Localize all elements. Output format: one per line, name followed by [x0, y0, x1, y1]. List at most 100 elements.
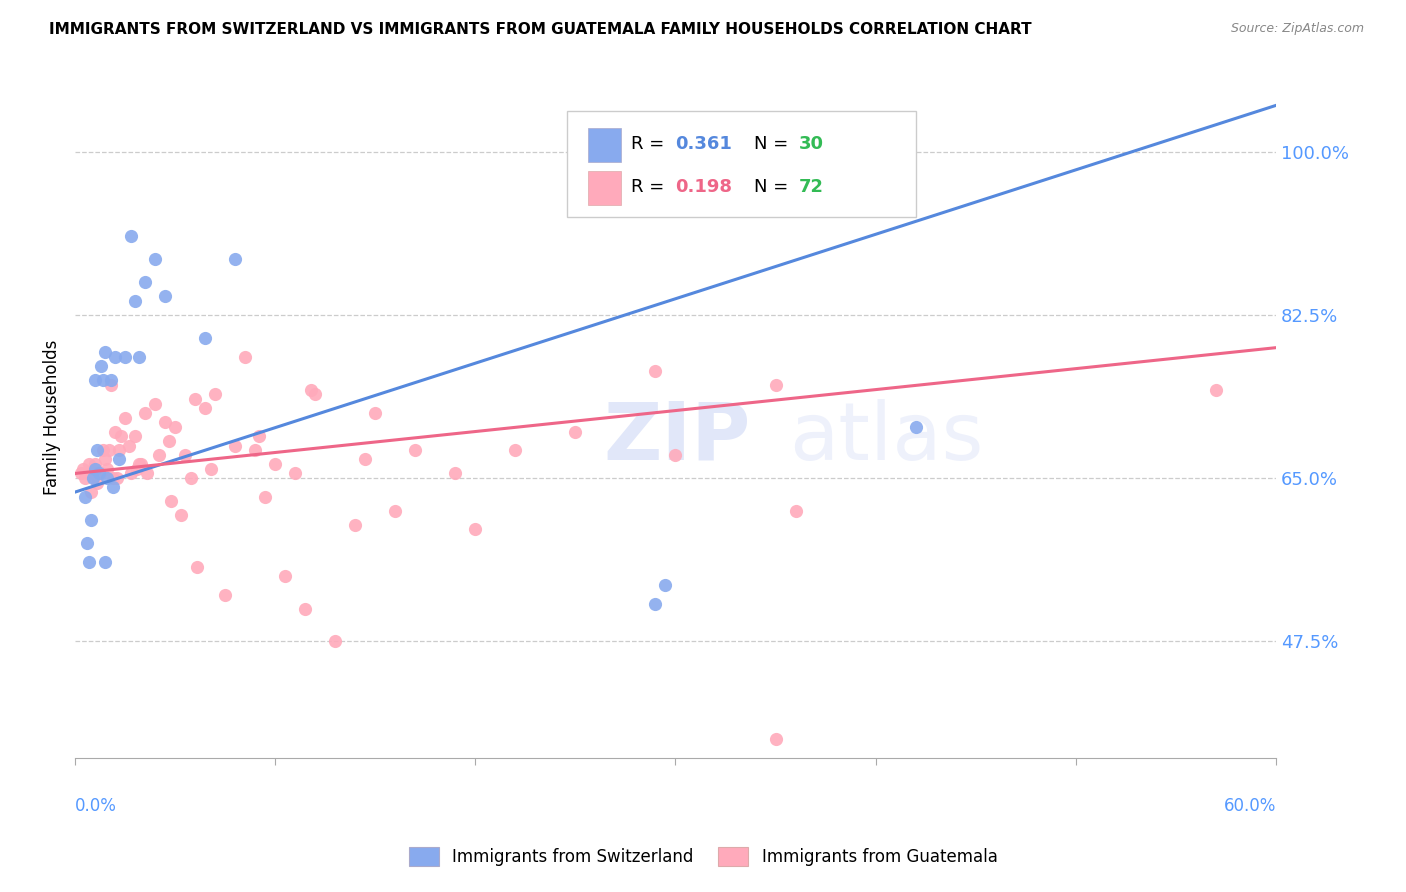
Point: [84, 457, 107, 471]
Point: [148, 448, 170, 462]
Point: [82, 467, 104, 481]
Point: [76, 467, 98, 481]
Point: [87, 467, 110, 481]
Point: [785, 504, 807, 518]
FancyBboxPatch shape: [568, 112, 915, 217]
Point: [101, 480, 124, 494]
Point: [94, 345, 117, 359]
Point: [128, 457, 150, 471]
Point: [84, 462, 107, 476]
Point: [70, 467, 93, 481]
Point: [96, 462, 118, 476]
Text: R =: R =: [631, 178, 671, 196]
Point: [323, 634, 346, 648]
Point: [384, 504, 406, 518]
Point: [124, 294, 146, 309]
Point: [174, 448, 197, 462]
Point: [94, 452, 117, 467]
Point: [243, 443, 266, 458]
Point: [765, 378, 787, 392]
Point: [299, 383, 322, 397]
Point: [224, 252, 246, 267]
Point: [564, 425, 586, 439]
Point: [264, 457, 287, 471]
Text: 0.361: 0.361: [675, 136, 733, 153]
FancyBboxPatch shape: [588, 128, 621, 162]
Point: [96, 471, 118, 485]
Point: [644, 597, 666, 611]
Point: [110, 429, 132, 443]
Point: [664, 448, 686, 462]
Point: [104, 350, 127, 364]
Point: [90, 359, 112, 374]
Point: [404, 443, 426, 458]
Point: [114, 410, 136, 425]
Point: [344, 517, 367, 532]
Point: [108, 452, 131, 467]
Text: 0.198: 0.198: [675, 178, 733, 196]
Point: [91, 443, 114, 458]
Text: R =: R =: [631, 136, 671, 153]
Point: [654, 578, 676, 592]
Point: [184, 392, 207, 406]
Point: [73, 471, 96, 485]
Text: ZIP: ZIP: [603, 399, 751, 477]
Point: [233, 350, 256, 364]
Text: N =: N =: [754, 178, 793, 196]
Point: [104, 425, 127, 439]
Point: [170, 508, 193, 523]
Point: [128, 350, 150, 364]
Point: [76, 536, 98, 550]
Point: [284, 467, 307, 481]
Point: [91, 373, 114, 387]
Point: [160, 494, 183, 508]
Point: [86, 443, 108, 458]
Point: [1205, 383, 1227, 397]
Point: [100, 378, 122, 392]
Point: [364, 406, 387, 420]
Point: [204, 387, 226, 401]
Point: [105, 471, 128, 485]
Point: [120, 467, 142, 481]
Point: [124, 429, 146, 443]
Text: 72: 72: [799, 178, 824, 196]
Text: 60.0%: 60.0%: [1223, 797, 1277, 814]
Point: [464, 522, 486, 536]
Point: [254, 490, 277, 504]
Point: [354, 452, 377, 467]
Y-axis label: Family Households: Family Households: [44, 340, 60, 495]
Point: [136, 467, 159, 481]
Point: [87, 467, 110, 481]
Text: IMMIGRANTS FROM SWITZERLAND VS IMMIGRANTS FROM GUATEMALA FAMILY HOUSEHOLDS CORRE: IMMIGRANTS FROM SWITZERLAND VS IMMIGRANT…: [49, 22, 1032, 37]
Point: [505, 443, 527, 458]
Point: [100, 373, 122, 387]
Point: [98, 443, 121, 458]
Point: [80, 485, 103, 500]
Text: Source: ZipAtlas.com: Source: ZipAtlas.com: [1230, 22, 1364, 36]
Point: [165, 420, 187, 434]
Point: [904, 420, 927, 434]
Point: [304, 387, 326, 401]
Point: [134, 276, 156, 290]
Text: 30: 30: [799, 136, 824, 153]
Point: [82, 471, 104, 485]
Point: [143, 252, 166, 267]
Point: [84, 373, 107, 387]
Point: [180, 471, 202, 485]
Point: [224, 438, 246, 452]
Point: [118, 438, 141, 452]
Text: 0.0%: 0.0%: [75, 797, 117, 814]
FancyBboxPatch shape: [588, 171, 621, 205]
Point: [101, 471, 124, 485]
Point: [143, 396, 166, 410]
Point: [114, 350, 136, 364]
Legend: Immigrants from Switzerland, Immigrants from Guatemala: Immigrants from Switzerland, Immigrants …: [401, 838, 1005, 875]
Point: [90, 467, 112, 481]
Point: [294, 601, 316, 615]
Point: [274, 569, 297, 583]
Point: [214, 588, 236, 602]
Point: [200, 462, 222, 476]
Point: [120, 228, 142, 243]
Point: [125, 462, 148, 476]
Point: [153, 289, 176, 303]
